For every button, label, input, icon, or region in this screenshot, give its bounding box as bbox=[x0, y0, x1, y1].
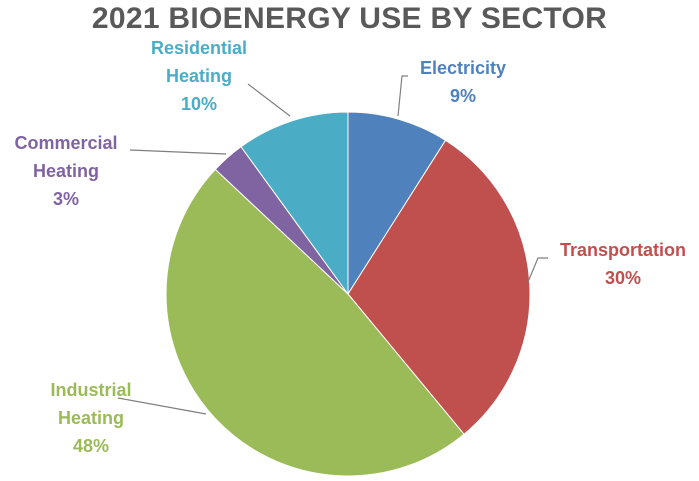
label-electricity-value: 9% bbox=[449, 86, 476, 106]
label-industrial-name-1: Industrial bbox=[50, 380, 132, 400]
label-industrial-heating: Industrial Heating 48% bbox=[30, 376, 152, 460]
label-commercial-name-1: Commercial bbox=[14, 133, 118, 153]
label-residential-heating: Residential Heating 10% bbox=[136, 34, 262, 118]
label-residential-name-1: Residential bbox=[150, 38, 248, 58]
leader-line-electricity bbox=[397, 75, 408, 117]
label-residential-name-2: Heating bbox=[165, 66, 232, 86]
pie-slice-electricity bbox=[347, 111, 447, 296]
label-electricity-name: Electricity bbox=[419, 58, 507, 78]
label-transportation-value: 30% bbox=[604, 268, 642, 288]
leader-line-industrial-heating bbox=[117, 397, 207, 415]
label-industrial-name-2: Heating bbox=[57, 408, 124, 428]
label-commercial-name-2: Heating bbox=[32, 161, 99, 181]
pie-slice-residential-heating bbox=[240, 111, 349, 296]
label-electricity: Electricity 9% bbox=[408, 54, 518, 110]
label-transportation-name: Transportation bbox=[559, 240, 686, 260]
label-residential-value: 10% bbox=[180, 94, 218, 114]
pie-slice-industrial-heating bbox=[165, 168, 465, 477]
label-commercial-value: 3% bbox=[52, 189, 79, 209]
chart-title: 2021 BIOENERGY USE BY SECTOR bbox=[91, 2, 608, 35]
pie-slice-transportation bbox=[347, 139, 531, 435]
label-commercial-heating: Commercial Heating 3% bbox=[2, 129, 130, 213]
leader-line-commercial-heating bbox=[129, 149, 227, 155]
leader-line-transportation bbox=[527, 257, 548, 283]
label-industrial-value: 48% bbox=[72, 436, 110, 456]
label-transportation: Transportation 30% bbox=[548, 236, 698, 292]
leader-line-residential-heating bbox=[247, 83, 291, 117]
